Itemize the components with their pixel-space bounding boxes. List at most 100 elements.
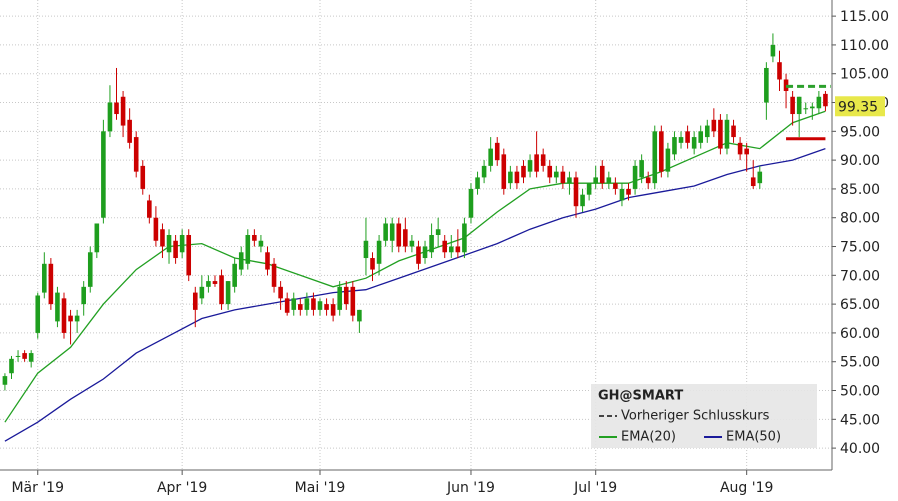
candle-body	[173, 240, 178, 259]
y-tick-label: 40.00	[840, 441, 880, 457]
y-tick-label: 85.00	[840, 182, 880, 198]
candle-body	[153, 217, 159, 241]
candle-body	[35, 295, 41, 333]
candle-body	[265, 252, 270, 270]
candle-body	[455, 246, 461, 253]
candle-body	[508, 171, 513, 184]
candle-body	[442, 240, 448, 253]
candle-body	[711, 119, 717, 132]
candle-body	[823, 93, 828, 107]
candle-body	[593, 177, 598, 184]
legend-box	[591, 384, 817, 448]
candle-body	[389, 223, 395, 241]
candle-body	[645, 177, 651, 184]
candle-body	[311, 298, 316, 310]
candle-body	[383, 223, 388, 241]
candle-body	[665, 148, 671, 172]
candle-body	[691, 137, 697, 149]
candle-body	[291, 298, 297, 310]
candle-body	[22, 353, 27, 359]
candle-body	[409, 240, 415, 247]
candle-body	[448, 246, 454, 253]
candle-body	[28, 353, 34, 362]
candle-body	[764, 67, 769, 103]
candle-body	[403, 229, 408, 247]
candle-body	[238, 252, 244, 270]
x-tick-label: Jun '19	[446, 480, 495, 496]
candle-body	[304, 298, 310, 310]
candle-body	[796, 96, 802, 115]
candle-body	[514, 171, 520, 184]
y-tick-label: 75.00	[840, 240, 880, 256]
candle-body	[521, 165, 526, 178]
candle-body	[744, 148, 749, 155]
legend-title: GH@SMART	[598, 389, 683, 404]
candle-body	[770, 44, 776, 57]
candle-body	[127, 119, 132, 143]
candle-body	[337, 286, 342, 310]
candle-body	[330, 304, 336, 316]
candle-body	[803, 108, 809, 110]
candle-body	[179, 235, 185, 253]
candle-body	[704, 125, 710, 138]
candle-body	[350, 286, 356, 316]
candle-body	[55, 292, 60, 322]
y-tick-label: 110.00	[840, 38, 889, 54]
candle-body	[87, 252, 93, 287]
legend-label: EMA(50)	[726, 430, 781, 445]
candle-body	[678, 137, 684, 143]
candle-body	[724, 119, 730, 149]
candle-body	[376, 240, 382, 264]
y-tick-label: 60.00	[840, 326, 880, 342]
candle-body	[9, 358, 14, 374]
candle-body	[481, 165, 487, 178]
candle-body	[278, 286, 283, 299]
candle-body	[101, 131, 106, 218]
candle-body	[737, 142, 743, 155]
ema-line	[4, 110, 826, 423]
candle-body	[731, 125, 736, 138]
candle-body	[219, 275, 224, 305]
candle-body	[245, 235, 251, 264]
candle-body	[750, 177, 756, 187]
candle-body	[258, 240, 264, 247]
candle-body	[186, 235, 192, 276]
candle-body	[718, 119, 723, 149]
y-tick-label: 105.00	[840, 67, 889, 83]
legend-label: EMA(20)	[621, 430, 676, 445]
x-tick-label: Jul '19	[573, 480, 617, 496]
candle-body	[777, 62, 782, 80]
y-tick-label: 55.00	[840, 355, 880, 371]
candle-body	[317, 301, 323, 310]
candle-body	[140, 165, 146, 189]
candle-body	[652, 131, 658, 184]
candle-body	[61, 298, 67, 333]
candle-body	[343, 286, 349, 305]
candle-body	[606, 177, 612, 184]
x-tick-label: Mär '19	[11, 480, 64, 496]
x-tick-label: Aug '19	[720, 480, 773, 496]
candle-body	[573, 177, 579, 207]
candle-body	[2, 376, 8, 385]
candle-body	[396, 223, 402, 247]
y-tick-label: 95.00	[840, 124, 880, 140]
candle-body	[567, 177, 572, 184]
last-price-label: 99.35	[838, 99, 878, 115]
candle-body	[494, 142, 500, 161]
candle-body	[547, 165, 553, 178]
legend-label: Vorheriger Schlusskurs	[621, 409, 770, 424]
candle-body	[114, 102, 119, 115]
candle-body	[192, 292, 198, 310]
candle-body	[757, 171, 763, 184]
candle-body	[534, 154, 539, 172]
candle-body	[685, 131, 690, 143]
candle-body	[422, 246, 428, 259]
candle-body	[81, 286, 86, 305]
candle-body	[147, 200, 152, 218]
candle-body	[698, 131, 704, 143]
candle-body	[435, 229, 441, 235]
candle-body	[212, 281, 218, 284]
candle-body	[468, 188, 474, 218]
candle-body	[790, 96, 795, 115]
candle-body	[284, 298, 290, 313]
